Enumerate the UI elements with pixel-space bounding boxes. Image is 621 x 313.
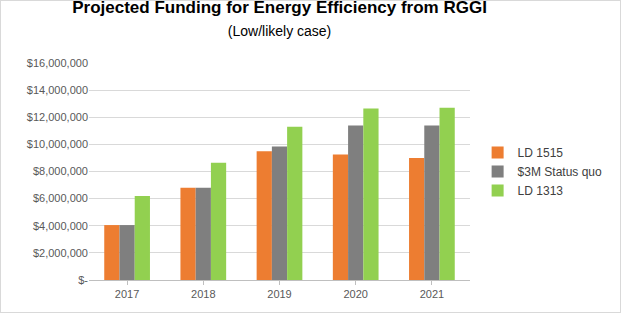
svg-text:2021: 2021 <box>420 288 444 300</box>
svg-text:$8,000,000: $8,000,000 <box>33 165 88 177</box>
svg-text:$4,000,000: $4,000,000 <box>33 220 88 232</box>
svg-text:2020: 2020 <box>343 288 367 300</box>
svg-text:LD 1313: LD 1313 <box>518 184 564 198</box>
svg-text:$16,000,000: $16,000,000 <box>27 57 88 69</box>
svg-text:2018: 2018 <box>191 288 215 300</box>
svg-text:Projected Funding for Energy E: Projected Funding for Energy Efficiency … <box>72 1 487 39</box>
svg-text:$6,000,000: $6,000,000 <box>33 192 88 204</box>
svg-text:$-: $- <box>78 274 88 286</box>
svg-text:$3M Status quo: $3M Status quo <box>518 165 602 179</box>
svg-text:$12,000,000: $12,000,000 <box>27 111 88 123</box>
svg-text:$10,000,000: $10,000,000 <box>27 138 88 150</box>
svg-text:$2,000,000: $2,000,000 <box>33 247 88 259</box>
svg-text:LD 1515: LD 1515 <box>518 146 564 160</box>
svg-text:2017: 2017 <box>115 288 139 300</box>
svg-text:2019: 2019 <box>267 288 291 300</box>
svg-text:$14,000,000: $14,000,000 <box>27 84 88 96</box>
